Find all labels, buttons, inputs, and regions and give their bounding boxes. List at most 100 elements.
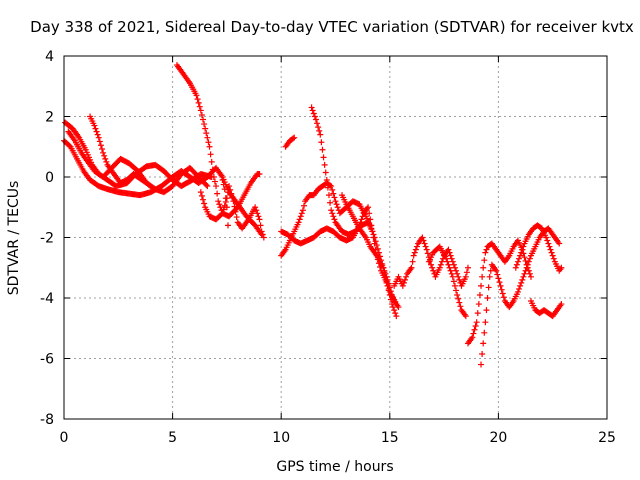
data-point <box>314 120 321 127</box>
data-point <box>546 243 553 250</box>
data-point <box>424 250 431 257</box>
data-point <box>479 273 486 280</box>
series-track-16 <box>478 225 563 368</box>
data-point <box>214 190 221 197</box>
data-point <box>500 294 507 301</box>
data-point <box>516 255 523 262</box>
data-point <box>325 192 332 199</box>
data-point <box>311 113 318 120</box>
data-point <box>319 146 326 153</box>
data-point <box>517 282 524 289</box>
data-point <box>519 246 526 253</box>
data-point <box>216 201 223 208</box>
data-point <box>521 270 528 277</box>
data-point <box>444 258 451 265</box>
data-point <box>193 92 200 99</box>
series-track-12 <box>339 192 400 308</box>
data-point <box>206 143 213 150</box>
data-point <box>324 184 331 191</box>
y-tick-label: 4 <box>45 49 54 65</box>
series-track-10 <box>282 134 298 150</box>
data-point <box>321 161 328 168</box>
data-point <box>391 307 398 314</box>
data-point <box>381 267 388 274</box>
plot-area <box>61 62 565 368</box>
x-tick-label: 10 <box>272 430 290 446</box>
x-tick-label: 25 <box>598 430 616 446</box>
series-track-17 <box>527 298 565 320</box>
data-point <box>226 183 233 190</box>
data-point <box>393 301 400 308</box>
data-point <box>257 222 264 229</box>
data-point <box>499 290 506 297</box>
data-point <box>219 177 226 184</box>
data-point <box>514 288 521 295</box>
data-point <box>232 208 239 215</box>
data-point <box>331 216 338 223</box>
data-point <box>548 249 555 256</box>
data-point <box>520 243 527 250</box>
data-point <box>408 264 415 271</box>
data-point <box>383 273 390 280</box>
data-point <box>463 269 470 276</box>
data-point <box>198 111 205 118</box>
data-point <box>449 258 456 265</box>
data-point <box>317 131 324 138</box>
data-point <box>91 122 98 129</box>
x-tick-label: 20 <box>489 430 507 446</box>
data-point <box>218 211 225 218</box>
data-point <box>450 261 457 268</box>
data-point <box>464 264 471 271</box>
data-point <box>423 246 430 253</box>
data-point <box>409 258 416 265</box>
data-point <box>103 158 110 165</box>
data-point <box>195 99 202 106</box>
data-point <box>429 264 436 271</box>
data-point <box>410 252 417 259</box>
data-point <box>329 210 336 217</box>
data-point <box>209 166 216 173</box>
data-point <box>556 240 563 247</box>
data-point <box>455 295 462 302</box>
x-tick-label: 15 <box>381 430 399 446</box>
data-point <box>328 183 335 190</box>
data-point <box>484 295 491 301</box>
data-point <box>223 204 230 211</box>
data-point <box>480 264 487 271</box>
data-point <box>254 210 261 217</box>
data-point <box>252 204 259 211</box>
data-point <box>365 204 372 211</box>
data-point <box>473 319 480 326</box>
data-point <box>219 210 226 217</box>
data-point <box>482 249 489 256</box>
data-point <box>520 273 527 280</box>
data-point <box>386 284 393 291</box>
x-tick-label: 5 <box>168 430 177 446</box>
data-point <box>521 254 528 261</box>
data-point <box>485 284 492 291</box>
data-point <box>207 151 214 158</box>
series-track-1 <box>61 137 265 238</box>
data-point <box>100 149 107 156</box>
data-point <box>208 158 215 165</box>
data-point <box>253 207 260 214</box>
data-point <box>522 267 529 274</box>
data-point <box>95 134 102 141</box>
series-track-5 <box>173 62 263 220</box>
data-point <box>229 194 236 201</box>
data-point <box>295 219 302 226</box>
data-point <box>497 282 504 289</box>
data-point <box>370 234 377 241</box>
y-tick-label: 2 <box>45 110 54 126</box>
data-point <box>519 276 526 283</box>
data-point <box>527 273 534 280</box>
data-point <box>481 329 488 336</box>
data-point <box>436 264 443 271</box>
data-point <box>380 264 387 271</box>
data-point <box>387 288 394 295</box>
data-point <box>332 198 339 205</box>
data-point <box>97 142 104 149</box>
data-point <box>392 310 399 317</box>
data-point <box>455 273 462 280</box>
data-point <box>310 110 317 117</box>
